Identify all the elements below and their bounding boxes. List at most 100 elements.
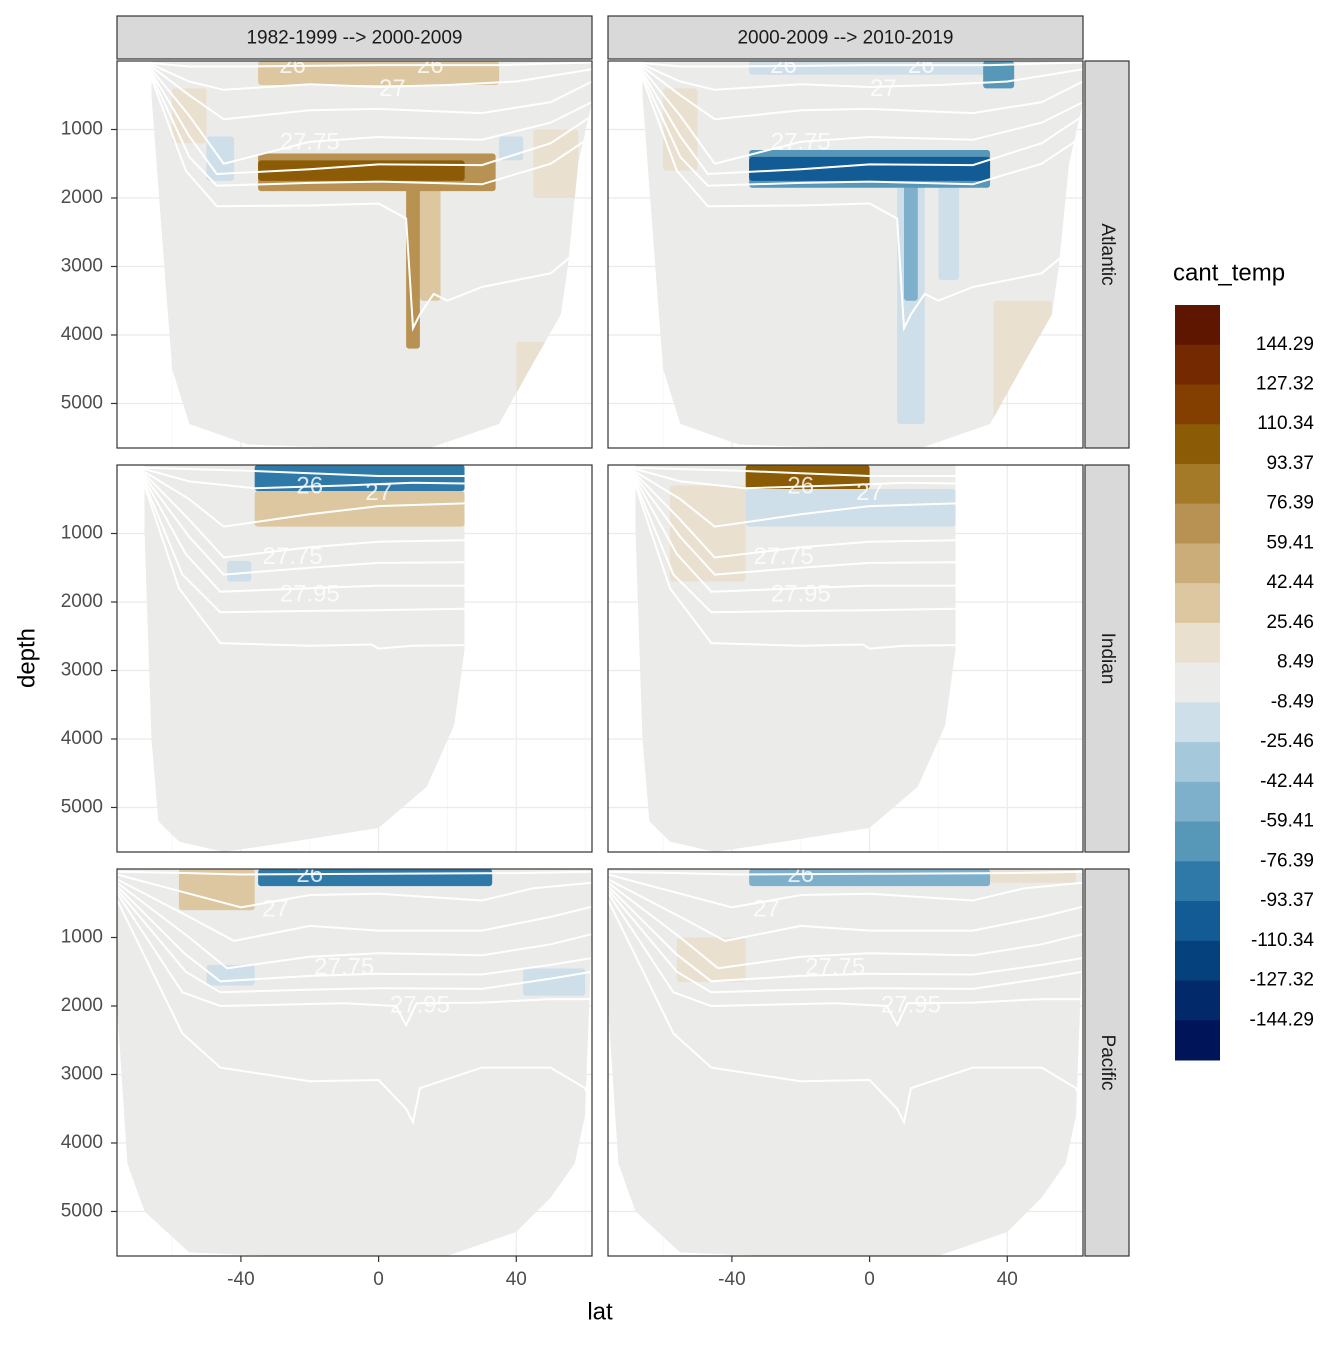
x-tick-label: -40: [718, 1269, 745, 1290]
legend-label: 42.44: [1266, 572, 1314, 593]
isopycnal-line-6: [608, 888, 1083, 994]
isopycnal-line-3: [151, 65, 592, 121]
isopycnal-line-5: [117, 885, 592, 983]
panel-border: [116, 868, 593, 1257]
x-tick-label: 0: [373, 1269, 384, 1290]
y-tick-label: 2000: [61, 591, 103, 612]
isopycnal-line-4: [151, 68, 592, 165]
x-tick-label: 40: [506, 1269, 527, 1290]
x-tick-label: 40: [997, 1269, 1018, 1290]
isopycnal-label: 27.95: [881, 991, 941, 1018]
y-tick-label: 2000: [61, 995, 103, 1016]
legend-label: 110.34: [1257, 413, 1314, 434]
x-axis-title: lat: [587, 1298, 613, 1325]
panel-indian-2: 26 27 27.75 27.95: [607, 464, 1084, 853]
facet-strip-label: 2000-2009 --> 2010-2019: [737, 28, 953, 49]
isopycnal-line-6: [642, 74, 1083, 187]
y-tick-label: 5000: [61, 392, 103, 413]
legend-swatch: [1175, 424, 1220, 465]
legend-title: cant_temp: [1173, 259, 1285, 286]
y-tick-label: 1000: [61, 927, 103, 948]
isopycnal-label: 27.75: [805, 954, 865, 981]
isopycnal-line-7: [117, 892, 592, 1028]
isopycnal-line-8: [635, 485, 956, 650]
x-tick-label: -40: [227, 1269, 254, 1290]
legend: cant_temp 144.29 127.32 110.34 93.37 76.39 59.…: [1173, 259, 1314, 1061]
panel-border: [607, 60, 1084, 449]
isopycnal-line-2: [608, 873, 1083, 909]
isopycnal-line-2: [151, 63, 592, 91]
isopycnal-label: 27.95: [390, 991, 450, 1018]
anomaly-region: [663, 88, 698, 171]
anomaly-region: [904, 184, 918, 301]
isopycnal-line-4: [117, 881, 592, 970]
legend-swatch: [1175, 463, 1220, 505]
legend-label: -93.37: [1260, 890, 1314, 911]
facet-strip-right: [1084, 868, 1130, 1257]
isopycnal-label: 27: [379, 75, 406, 102]
panel-border: [607, 464, 1084, 853]
y-tick-label: 3000: [61, 1064, 103, 1085]
isopycnal-line-1: [635, 466, 956, 477]
legend-label: 127.32: [1256, 373, 1314, 394]
facet-strip-label: Atlantic: [1097, 223, 1118, 285]
legend-label: 59.41: [1266, 532, 1314, 553]
isopycnal-line-5: [144, 476, 465, 576]
legend-swatch: [1175, 662, 1220, 703]
section-content: [144, 465, 465, 852]
section-content: [608, 869, 1083, 1256]
isopycnal-line-7: [144, 482, 465, 614]
legend-swatch: [1175, 583, 1220, 624]
panel-indian-1: 26 27 27.75 27.95: [116, 464, 593, 853]
legend-swatch: [1175, 622, 1220, 664]
panel-pacific-1: 26 27 27.75 27.95: [116, 861, 593, 1257]
isopycnal-line-5: [635, 476, 956, 576]
y-tick-label: 2000: [61, 187, 103, 208]
facet-strip-right: [1084, 60, 1130, 449]
isopycnal-label: 27.75: [314, 954, 374, 981]
isopycnal-line-2: [144, 468, 465, 490]
legend-label: -110.34: [1251, 930, 1314, 951]
facet-strip-label: Pacific: [1097, 1035, 1118, 1091]
y-tick-label: 5000: [61, 796, 103, 817]
facet-strip-label: 1982-1999 --> 2000-2009: [246, 28, 462, 49]
isopycnal-line-1: [151, 61, 592, 68]
anomaly-region: [258, 61, 500, 85]
isopycnal-line-3: [642, 65, 1083, 121]
section-content: [117, 869, 592, 1256]
isopycnal-label: 26: [787, 472, 814, 499]
section-content: [151, 61, 592, 448]
isopycnal-label: 27.75: [263, 543, 323, 570]
isopycnal-label: 27: [856, 479, 883, 506]
isopycnal-line-2: [642, 63, 1083, 91]
legend-swatch: [1175, 940, 1220, 982]
panel-border: [116, 464, 593, 853]
legend-label: -76.39: [1260, 850, 1314, 871]
isopycnal-line-8: [608, 899, 1083, 1126]
anomaly-region: [406, 177, 420, 349]
panel-pacific-2: 26 27 27.75 27.95: [607, 861, 1084, 1257]
isopycnal-line-5: [642, 71, 1083, 176]
isopycnal-label: 27.95: [280, 580, 340, 607]
facet-strip-label: Indian: [1097, 633, 1118, 685]
y-tick-label: 4000: [61, 728, 103, 749]
isopycnal-label: 27: [365, 479, 392, 506]
basin-mask: [117, 869, 592, 1256]
isopycnal-line-2: [635, 468, 956, 490]
panel-border: [607, 868, 1084, 1257]
basin-mask: [608, 869, 1083, 1256]
isopycnal-line-2: [117, 873, 592, 909]
legend-swatch: [1175, 702, 1220, 743]
isopycnal-line-8: [117, 899, 592, 1126]
isopycnal-line-6: [635, 478, 956, 593]
legend-swatch: [1175, 384, 1220, 425]
isopycnal-line-8: [144, 485, 465, 650]
legend-swatch: [1175, 781, 1220, 823]
isopycnal-line-1: [117, 870, 592, 876]
legend-label: 93.37: [1266, 453, 1314, 474]
isopycnal-line-7: [635, 482, 956, 614]
